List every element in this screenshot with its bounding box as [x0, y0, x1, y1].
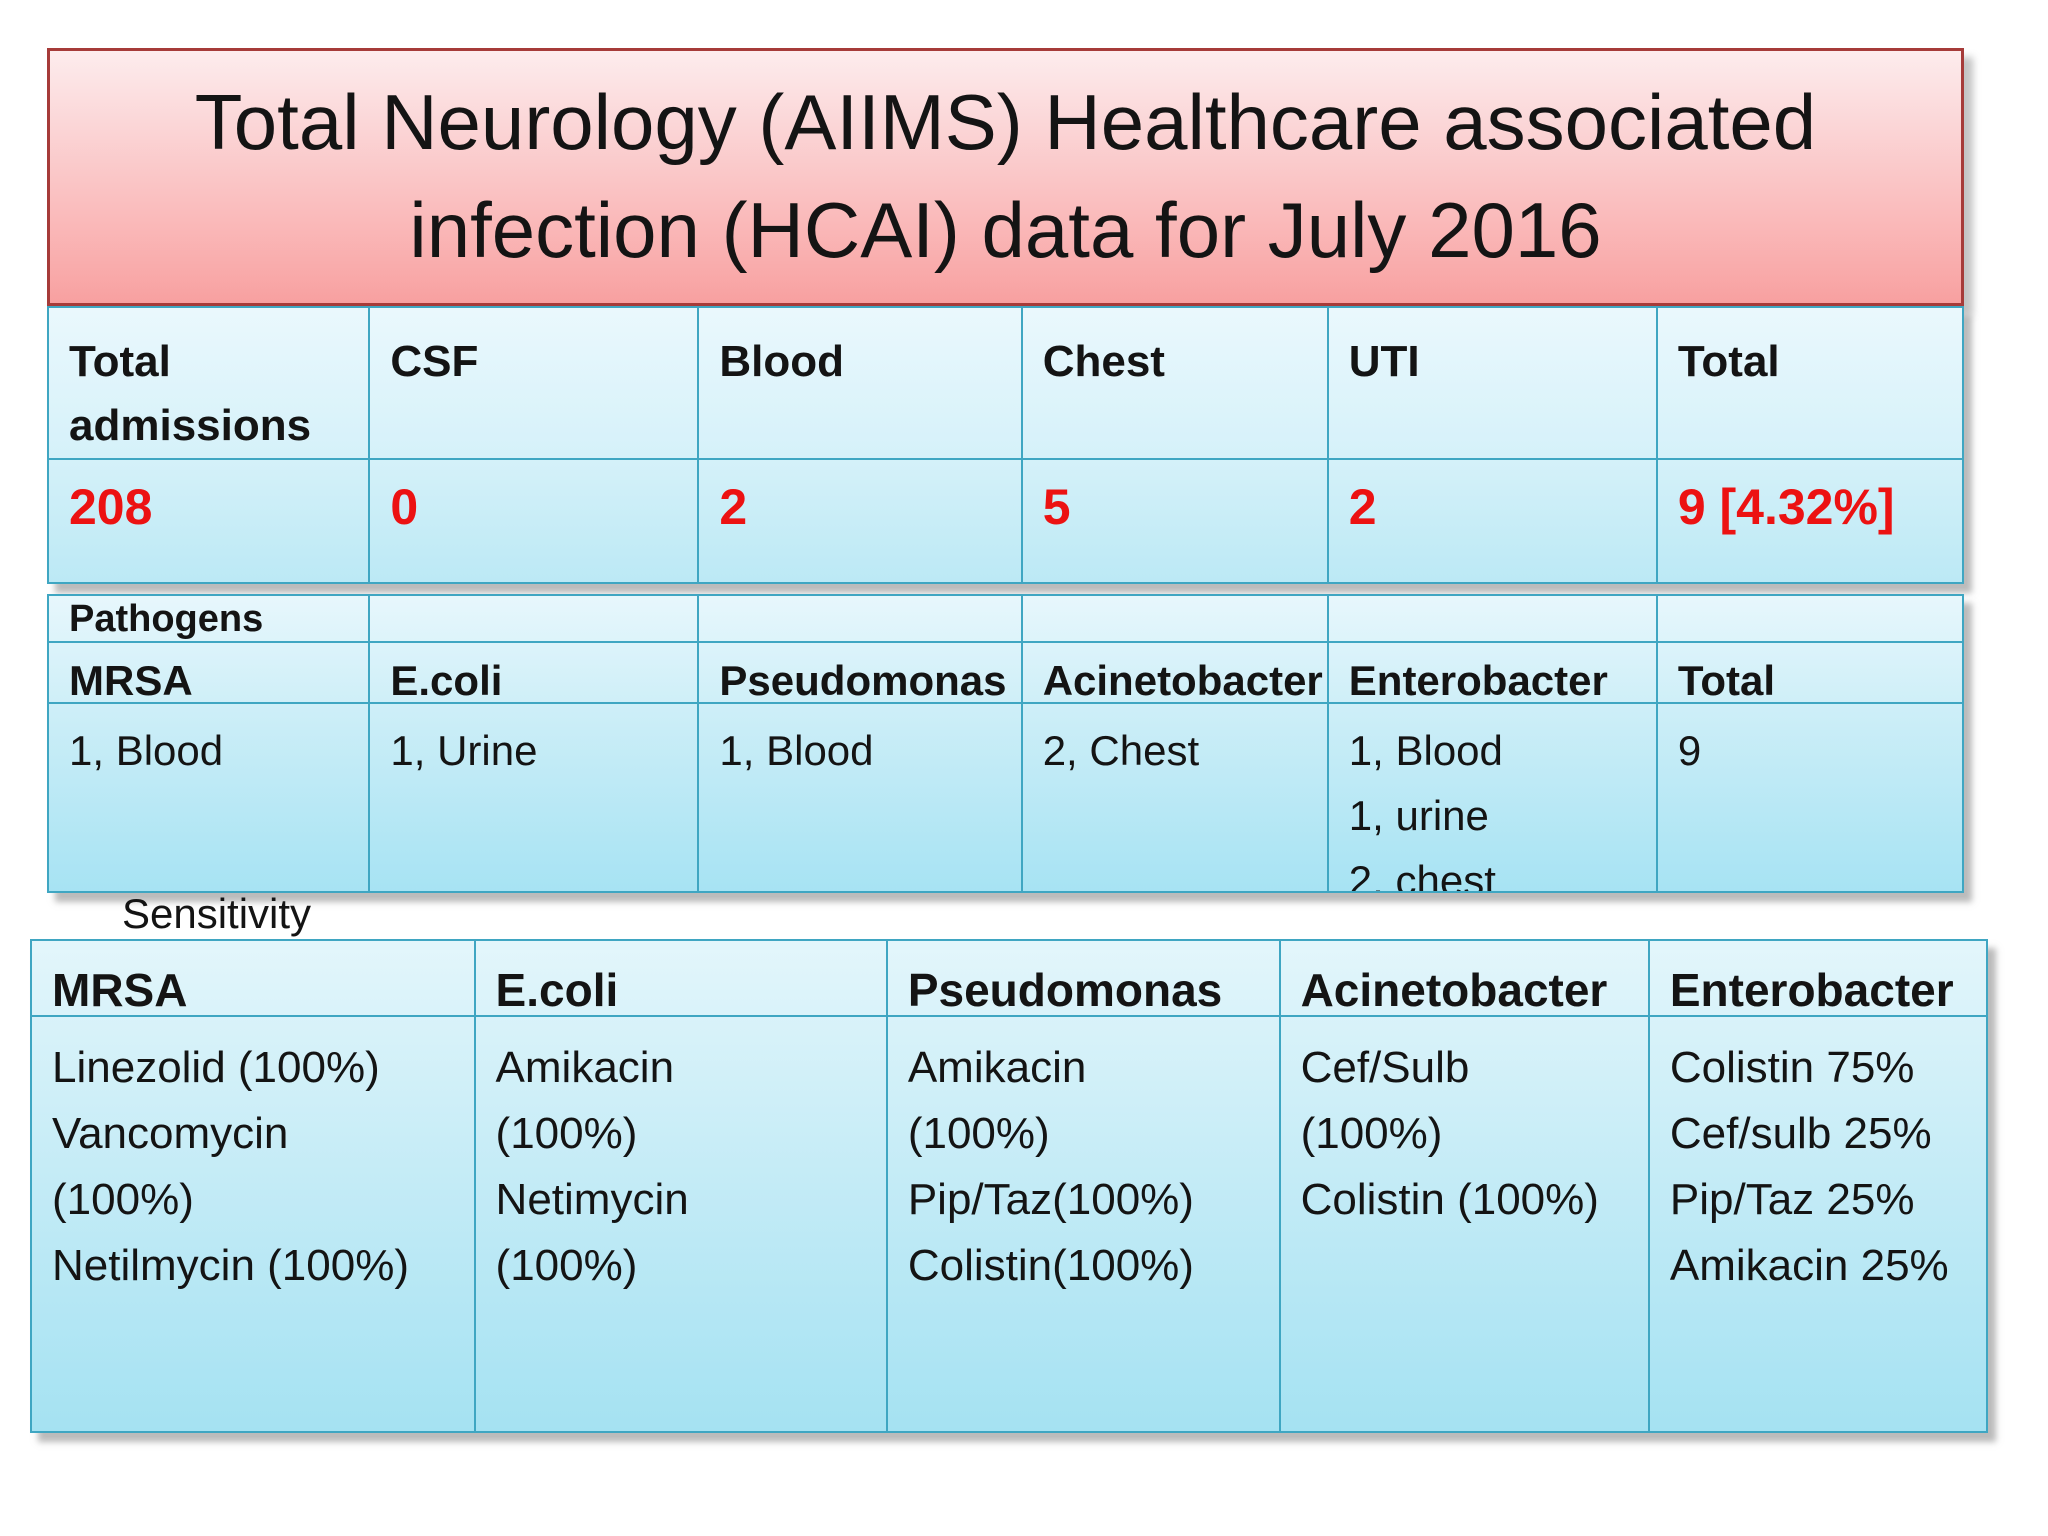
- pathogens-header-mrsa: MRSA: [49, 643, 371, 704]
- admissions-header-chest: Chest: [1022, 308, 1329, 460]
- sensitivity-header-ecoli: E.coli: [475, 941, 888, 1017]
- sensitivity-header-pseudomonas: Pseudomonas: [887, 941, 1281, 1017]
- empty-cell: [1657, 596, 1962, 643]
- admissions-value-blood: 2: [699, 460, 1023, 582]
- sensitivity-value-mrsa: Linezolid (100%) Vancomycin (100%) Netil…: [32, 1017, 476, 1431]
- empty-cell: [699, 596, 1023, 643]
- sensitivity-label: Sensitivity: [122, 890, 312, 937]
- admissions-value-uti: 2: [1329, 460, 1658, 582]
- sensitivity-value-pseudomonas: Amikacin (100%) Pip/Taz(100%) Colistin(1…: [888, 1017, 1281, 1431]
- empty-cell: [370, 596, 700, 643]
- title-banner: Total Neurology (AIIMS) Healthcare assoc…: [47, 48, 1964, 306]
- pathogens-section-label: Pathogens: [49, 596, 371, 643]
- pathogens-value-enterobacter: 1, Blood 1, urine 2, chest: [1329, 704, 1658, 891]
- sensitivity-value-ecoli: Amikacin (100%) Netimycin (100%): [476, 1017, 888, 1431]
- pathogens-header-total: Total: [1657, 643, 1962, 704]
- sensitivity-table: MRSA E.coli Pseudomonas Acinetobacter En…: [30, 939, 1988, 1433]
- sensitivity-value-enterobacter: Colistin 75% Cef/sulb 25% Pip/Taz 25% Am…: [1669, 1043, 1949, 1290]
- pathogens-header-ecoli: E.coli: [370, 643, 700, 704]
- page-title: Total Neurology (AIIMS) Healthcare assoc…: [194, 78, 1817, 274]
- admissions-table: Total admissions CSF Blood Chest UTI Tot…: [47, 306, 1964, 584]
- empty-cell: [1022, 596, 1329, 643]
- pathogens-header-enterobacter: Enterobacter: [1328, 643, 1658, 704]
- sensitivity-value-acinetobacter: Cef/Sulb (100%) Colistin (100%): [1281, 1017, 1650, 1431]
- pathogens-value-mrsa: 1, Blood: [49, 704, 371, 891]
- admissions-header-total: Total: [1657, 308, 1962, 460]
- pathogens-value-ecoli: 1, Urine: [370, 704, 700, 891]
- pathogens-value-acinetobacter: 2, Chest: [1023, 704, 1329, 891]
- pathogens-value-pseudomonas: 1, Blood: [699, 704, 1023, 891]
- admissions-value-total-admissions: 208: [49, 460, 371, 582]
- admissions-header-uti: UTI: [1328, 308, 1658, 460]
- admissions-header-blood: Blood: [699, 308, 1023, 460]
- pathogens-header-acinetobacter: Acinetobacter: [1022, 643, 1329, 704]
- admissions-header-total-admissions: Total admissions: [49, 308, 371, 460]
- admissions-value-total: 9 [4.32%]: [1677, 479, 1895, 535]
- sensitivity-header-acinetobacter: Acinetobacter: [1280, 941, 1650, 1017]
- pathogens-table: Pathogens MRSA E.coli Pseudomonas Acinet…: [47, 594, 1964, 893]
- sensitivity-header-enterobacter: Enterobacter: [1649, 941, 1986, 1017]
- pathogens-header-pseudomonas: Pseudomonas: [699, 643, 1023, 704]
- admissions-value-csf: 0: [370, 460, 700, 582]
- admissions-value-chest: 5: [1023, 460, 1329, 582]
- pathogens-value-total: 9: [1677, 727, 1702, 774]
- empty-cell: [1328, 596, 1658, 643]
- sensitivity-header-mrsa: MRSA: [32, 941, 476, 1017]
- admissions-header-csf: CSF: [370, 308, 700, 460]
